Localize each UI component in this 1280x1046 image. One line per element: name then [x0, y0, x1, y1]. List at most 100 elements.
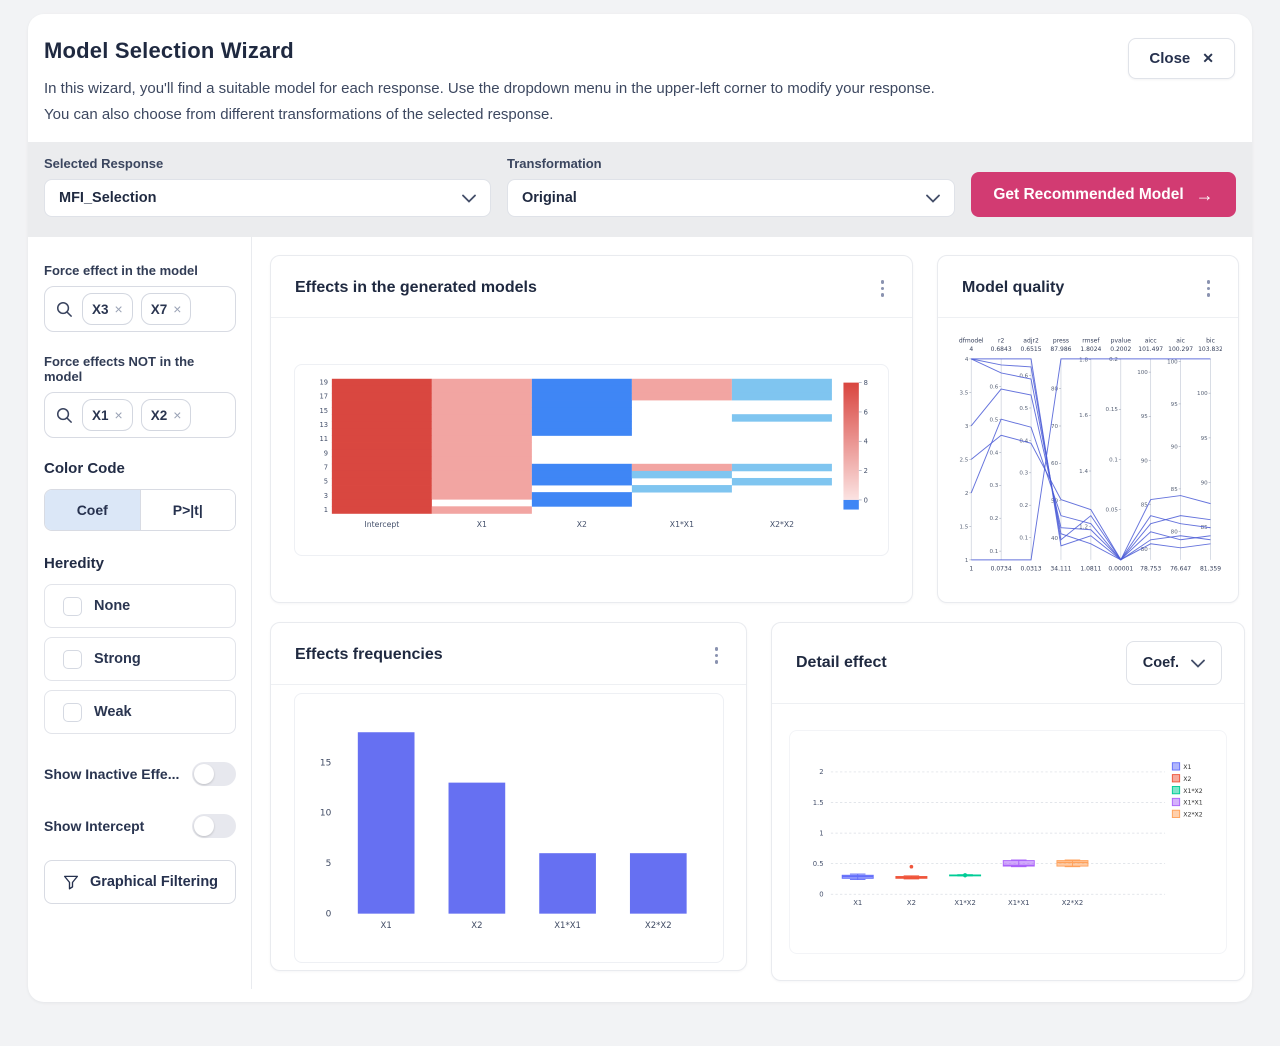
- svg-text:1: 1: [324, 506, 328, 514]
- model-selection-wizard-dialog: Model Selection Wizard In this wizard, y…: [28, 14, 1252, 1002]
- svg-text:85: 85: [1141, 503, 1149, 509]
- checkbox-strong[interactable]: [63, 649, 82, 669]
- heredity-label: Heredity: [44, 555, 105, 572]
- svg-text:80: 80: [1171, 530, 1179, 536]
- heredity-option-none[interactable]: None: [44, 584, 236, 628]
- force-out-input[interactable]: X1 × X2 ×: [44, 392, 236, 438]
- svg-text:70: 70: [1051, 424, 1059, 430]
- get-recommended-model-button[interactable]: Get Recommended Model →: [971, 172, 1236, 217]
- color-code-option-pt[interactable]: P>|t|: [139, 490, 235, 530]
- detail-effect-box-plot[interactable]: 0 0.5 1 1.5 2 X1 X2 X1*X2 X1*X1 X2*X2 X1 X2 X1*X2 X1*…: [798, 739, 1218, 940]
- effects-frequencies-bar-chart[interactable]: 0 5 10 15 X1 X2 X1*X1 X2*X2: [303, 702, 715, 950]
- charts-area: Effects in the generated models 19 17 15 13…: [252, 237, 1252, 989]
- svg-text:15: 15: [319, 406, 328, 414]
- show-inactive-effects-toggle[interactable]: [192, 762, 236, 786]
- response-toolbar: Selected Response MFI_Selection Transfor…: [28, 142, 1252, 237]
- force-in-input[interactable]: X3 × X7 ×: [44, 286, 236, 332]
- svg-text:3: 3: [965, 424, 969, 430]
- graphical-filtering-button[interactable]: Graphical Filtering: [44, 860, 236, 904]
- svg-text:X1*X1: X1*X1: [554, 920, 581, 930]
- svg-text:0.2: 0.2: [1109, 357, 1118, 363]
- svg-text:0: 0: [325, 909, 331, 919]
- svg-text:1: 1: [969, 566, 973, 573]
- detail-effect-card: Detail effect Coef. 0 0.5 1 1.5 2 X1 X2 X1*X2 X1…: [771, 622, 1245, 981]
- svg-text:85: 85: [1201, 526, 1209, 532]
- svg-text:X1: X1: [1183, 764, 1191, 771]
- svg-text:X1*X1: X1*X1: [670, 519, 694, 528]
- svg-text:40: 40: [1051, 536, 1059, 542]
- chip-x2[interactable]: X2 ×: [140, 399, 192, 431]
- svg-text:0.6: 0.6: [989, 385, 998, 391]
- kebab-menu-icon[interactable]: [875, 276, 891, 301]
- svg-text:80: 80: [1051, 387, 1059, 393]
- model-quality-title: Model quality: [962, 279, 1065, 297]
- svg-text:1.8: 1.8: [1079, 358, 1088, 364]
- transformation-dropdown[interactable]: Original: [507, 179, 955, 217]
- svg-text:1.4: 1.4: [1079, 469, 1088, 475]
- svg-text:0.1: 0.1: [1019, 536, 1028, 542]
- svg-text:4: 4: [969, 347, 973, 354]
- arrow-right-icon: →: [1195, 184, 1214, 205]
- close-button[interactable]: Close ✕: [1128, 38, 1235, 79]
- svg-text:0.0313: 0.0313: [1021, 566, 1042, 573]
- svg-text:85: 85: [1171, 487, 1179, 493]
- chip-x1[interactable]: X1 ×: [82, 399, 133, 431]
- wizard-description: In this wizard, you'll find a suitable m…: [44, 76, 935, 128]
- svg-text:X2: X2: [471, 920, 482, 930]
- svg-text:X1*X1: X1*X1: [1008, 899, 1029, 907]
- kebab-menu-icon[interactable]: [1201, 276, 1217, 301]
- svg-text:100: 100: [1197, 391, 1208, 397]
- svg-text:11: 11: [319, 435, 328, 443]
- chevron-down-icon: [926, 194, 940, 203]
- svg-text:2.5: 2.5: [960, 458, 969, 464]
- svg-text:bic: bic: [1206, 338, 1215, 345]
- chevron-down-icon: [462, 194, 476, 203]
- show-inactive-effects-row: Show Inactive Effe...: [44, 762, 236, 786]
- svg-text:1.5: 1.5: [960, 525, 969, 531]
- svg-text:2: 2: [864, 467, 868, 475]
- effects-frequencies-card: Effects frequencies 0 5 10 15 X1 X2 X1*X1 X2*X2: [270, 622, 747, 971]
- svg-text:90: 90: [1201, 481, 1209, 487]
- svg-text:0.1: 0.1: [989, 549, 998, 555]
- show-intercept-toggle[interactable]: [192, 814, 236, 838]
- chevron-down-icon: [1191, 659, 1205, 668]
- svg-text:rmsef: rmsef: [1082, 338, 1100, 345]
- show-intercept-row: Show Intercept: [44, 814, 236, 838]
- svg-text:87.986: 87.986: [1050, 347, 1071, 354]
- chip-remove-icon[interactable]: ×: [173, 301, 182, 317]
- svg-text:4: 4: [965, 357, 969, 363]
- svg-text:0.3: 0.3: [989, 484, 998, 490]
- svg-text:0.0734: 0.0734: [991, 566, 1012, 573]
- heredity-weak-label: Weak: [94, 704, 132, 720]
- heredity-none-label: None: [94, 598, 131, 614]
- chip-x7[interactable]: X7 ×: [140, 293, 192, 325]
- svg-text:X1: X1: [380, 920, 391, 930]
- svg-text:0.5: 0.5: [813, 860, 824, 868]
- chip-x3[interactable]: X3 ×: [82, 293, 133, 325]
- svg-text:0.3: 0.3: [1019, 471, 1028, 477]
- description-line-1: In this wizard, you'll find a suitable m…: [44, 80, 935, 97]
- model-quality-parallel-coordinates[interactable]: dfmodel 4 1 4 3.5 3 2.5 2 1.5 1 r2 0.6843 0.0734 0.6 0…: [954, 334, 1222, 585]
- svg-text:0.15: 0.15: [1106, 408, 1119, 414]
- svg-text:90: 90: [1141, 459, 1149, 465]
- svg-text:adjr2: adjr2: [1023, 338, 1039, 345]
- effects-models-heatmap[interactable]: 19 17 15 13 11 9 7 5 3 1 Intercept X1 X2 X1*X1 X2*X2 8 6…: [303, 373, 880, 542]
- color-code-option-coef[interactable]: Coef: [45, 490, 140, 530]
- color-code-toggle: Coef P>|t|: [44, 489, 236, 531]
- kebab-menu-icon[interactable]: [709, 643, 725, 668]
- chip-label: X3: [92, 301, 109, 317]
- chip-remove-icon[interactable]: ×: [173, 407, 182, 423]
- svg-text:0.6515: 0.6515: [1021, 347, 1042, 354]
- detail-effect-metric-dropdown[interactable]: Coef.: [1125, 641, 1222, 685]
- heredity-option-strong[interactable]: Strong: [44, 637, 236, 681]
- svg-text:X2: X2: [1183, 776, 1191, 783]
- svg-text:press: press: [1053, 338, 1069, 345]
- checkbox-weak[interactable]: [63, 702, 82, 722]
- selected-response-dropdown[interactable]: MFI_Selection: [44, 179, 491, 217]
- svg-text:100.297: 100.297: [1168, 347, 1193, 354]
- svg-text:95: 95: [1171, 402, 1179, 408]
- checkbox-none[interactable]: [63, 596, 82, 616]
- chip-remove-icon[interactable]: ×: [114, 407, 123, 423]
- heredity-option-weak[interactable]: Weak: [44, 690, 236, 734]
- chip-remove-icon[interactable]: ×: [114, 301, 123, 317]
